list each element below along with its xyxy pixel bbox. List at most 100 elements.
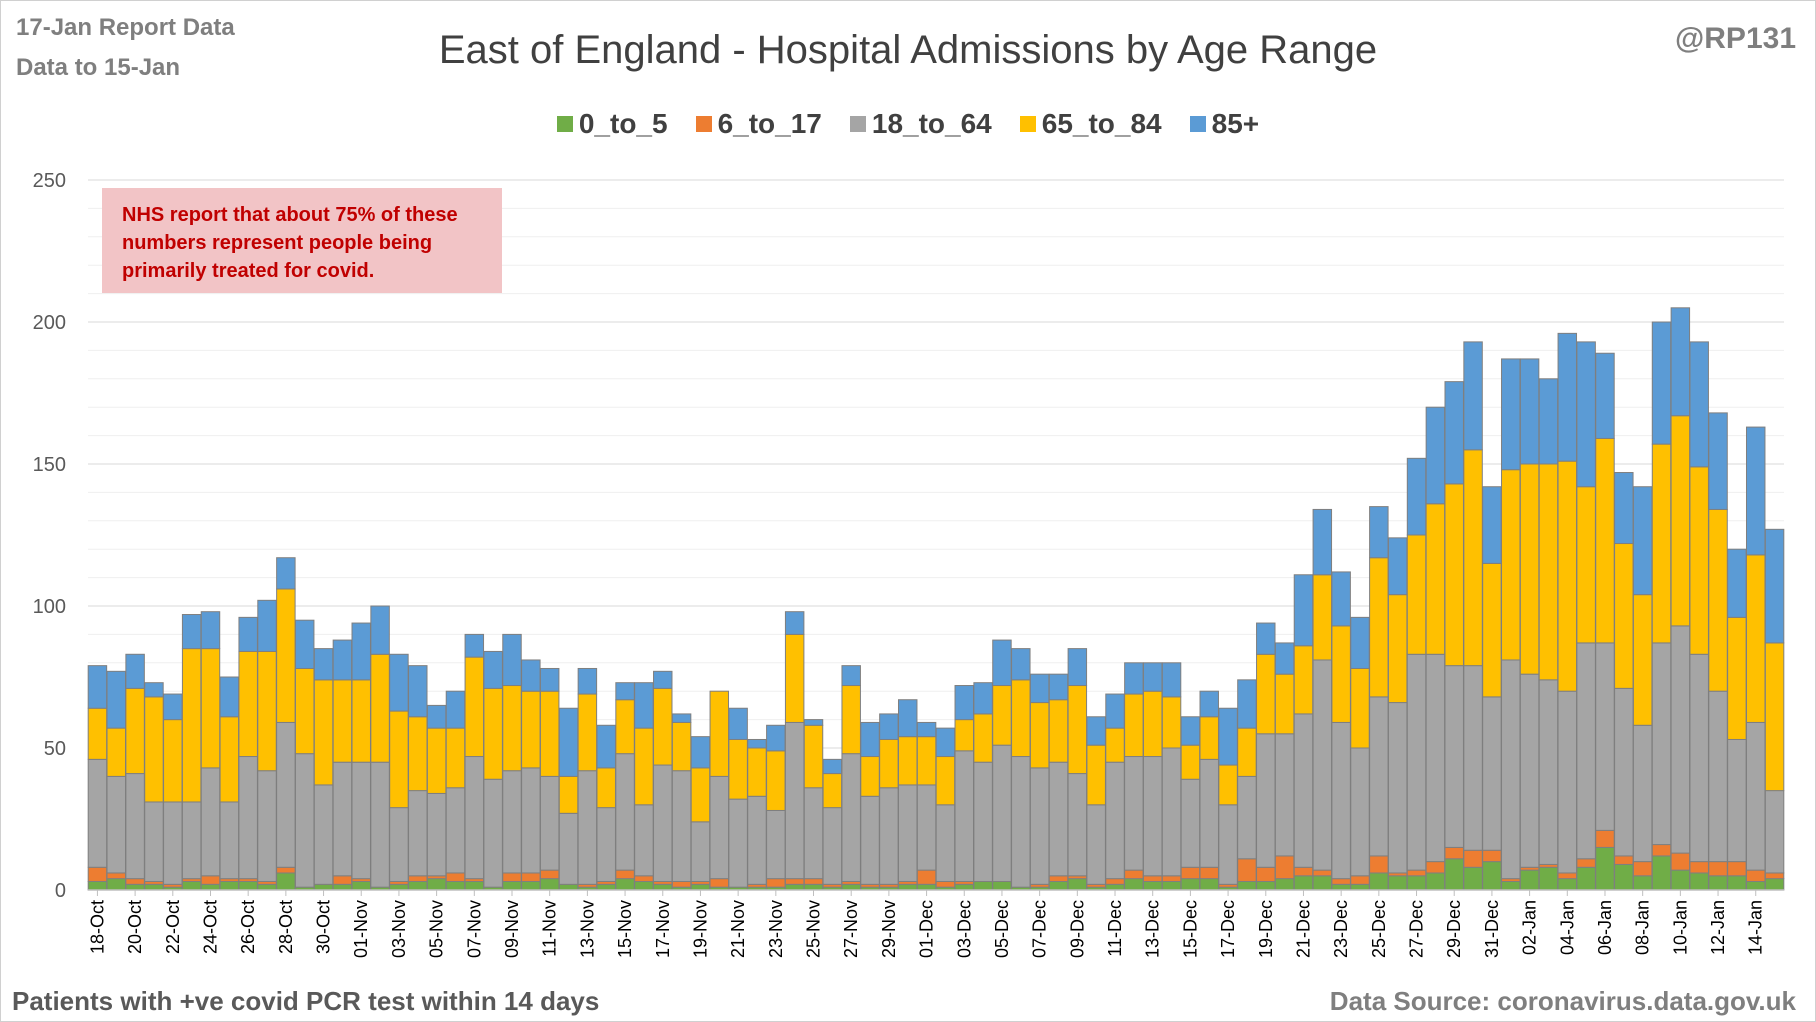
bar-segment-85+ [426, 704, 447, 729]
bar-segment-65_to_84 [426, 727, 447, 794]
bar-segment-85+ [1444, 381, 1464, 485]
bar-segment-18_to_64 [1350, 747, 1370, 877]
bar-segment-0_to_5 [521, 880, 541, 891]
bar-segment-65_to_84 [973, 713, 993, 763]
x-tick-label: 15-Nov [615, 900, 635, 958]
bar-segment-18_to_64 [163, 801, 183, 885]
bar-segment-65_to_84 [464, 656, 485, 758]
bar-segment-18_to_64 [1764, 790, 1785, 874]
bar-segment-18_to_64 [897, 784, 918, 882]
bar-segment-85+ [1312, 508, 1333, 576]
bar-segment-85+ [1105, 693, 1125, 729]
x-tick-label: 12-Jan [1708, 900, 1728, 955]
bar-segment-0_to_5 [1727, 875, 1747, 891]
bar-segment-6_to_17 [1614, 855, 1634, 865]
bar-segment-18_to_64 [671, 770, 692, 882]
bar-segment-65_to_84 [125, 687, 145, 775]
bar-segment-6_to_17 [1180, 866, 1201, 880]
bar-segment-85+ [181, 614, 202, 650]
x-tick-label: 01-Nov [351, 900, 371, 958]
bar-segment-6_to_17 [125, 878, 145, 885]
bar-segment-85+ [389, 653, 409, 712]
x-tick-label: 17-Nov [653, 900, 673, 958]
bar-segment-18_to_64 [238, 756, 258, 880]
bar-segment-65_to_84 [389, 710, 409, 809]
bar-segment-18_to_64 [408, 790, 428, 877]
bar-segment-18_to_64 [464, 756, 485, 880]
bar-segment-18_to_64 [1293, 713, 1314, 868]
x-tick-label: 08-Jan [1633, 900, 1653, 955]
bar-segment-18_to_64 [935, 804, 956, 882]
bar-segment-85+ [408, 665, 428, 718]
bar-segment-0_to_5 [389, 883, 409, 891]
bar-segment-6_to_17 [1237, 858, 1257, 882]
bar-segment-18_to_64 [1595, 642, 1615, 831]
legend-swatch [1189, 115, 1206, 132]
bar-segment-18_to_64 [125, 773, 145, 880]
bar-segment-65_to_84 [1124, 693, 1144, 758]
x-tick-label: 03-Dec [954, 900, 974, 958]
x-tick-label: 03-Nov [389, 900, 409, 958]
x-tick-label: 06-Jan [1595, 900, 1615, 955]
bar-segment-6_to_17 [1406, 869, 1427, 877]
legend-swatch [849, 115, 866, 132]
bar-segment-0_to_5 [653, 883, 673, 891]
bar-segment-18_to_64 [1312, 659, 1333, 871]
x-tick-label: 02-Jan [1520, 900, 1540, 955]
bar-segment-18_to_64 [106, 775, 127, 874]
note-text-line: NHS report that about 75% of these [122, 204, 458, 226]
bar-segment-65_to_84 [671, 721, 692, 772]
bar-segment-85+ [973, 682, 993, 715]
bar-segment-18_to_64 [1651, 642, 1672, 846]
note-box [102, 188, 502, 293]
x-tick-label: 19-Nov [690, 900, 710, 958]
bar-segment-0_to_5 [200, 883, 221, 891]
bar-segment-18_to_64 [577, 770, 598, 885]
bar-segment-85+ [1161, 662, 1182, 698]
bar-segment-6_to_17 [1274, 855, 1295, 880]
bar-segment-0_to_5 [1369, 872, 1389, 891]
bar-segment-0_to_5 [276, 872, 296, 891]
bar-segment-65_to_84 [483, 687, 503, 780]
bar-segment-85+ [163, 693, 183, 721]
bar-segment-65_to_84 [1199, 716, 1219, 760]
bar-segment-0_to_5 [1124, 878, 1144, 891]
bar-segment-18_to_64 [1501, 659, 1521, 880]
bar-segment-85+ [897, 699, 918, 738]
bar-segment-6_to_17 [1482, 849, 1502, 863]
bar-segment-0_to_5 [1350, 883, 1370, 891]
bar-segment-6_to_17 [1764, 872, 1785, 880]
bar-segment-85+ [634, 682, 654, 729]
bar-segment-18_to_64 [200, 767, 221, 877]
bar-segment-18_to_64 [219, 801, 240, 880]
y-tick-label: 100 [33, 596, 66, 618]
bar-segment-18_to_64 [879, 787, 899, 885]
bar-segment-65_to_84 [747, 747, 767, 797]
bar-segment-0_to_5 [897, 883, 918, 891]
bar-segment-85+ [558, 707, 579, 777]
bar-segment-18_to_64 [257, 770, 277, 882]
legend-item: 85+ [1189, 108, 1259, 140]
bar-segment-85+ [1425, 406, 1446, 505]
bar-segment-6_to_17 [1689, 861, 1709, 874]
bar-segment-65_to_84 [332, 679, 353, 763]
bar-segment-6_to_17 [1048, 875, 1069, 882]
x-tick-label: 04-Jan [1557, 900, 1577, 955]
x-tick-label: 13-Nov [577, 900, 597, 958]
x-tick-label: 31-Dec [1482, 900, 1502, 958]
bar-segment-6_to_17 [276, 866, 296, 874]
bar-segment-85+ [539, 667, 560, 692]
bar-segment-18_to_64 [1387, 702, 1408, 874]
bar-segment-18_to_64 [1406, 653, 1427, 871]
bar-segment-85+ [1350, 616, 1370, 669]
bar-segment-85+ [445, 690, 466, 729]
bar-segment-65_to_84 [1463, 449, 1483, 667]
x-tick-label: 11-Dec [1105, 900, 1125, 957]
bar-segment-65_to_84 [1708, 508, 1728, 692]
x-tick-label: 17-Dec [1218, 900, 1238, 958]
bar-segment-6_to_17 [916, 869, 937, 885]
bar-segment-18_to_64 [1067, 773, 1088, 877]
bar-segment-18_to_64 [841, 753, 861, 882]
bar-segment-65_to_84 [408, 716, 428, 792]
